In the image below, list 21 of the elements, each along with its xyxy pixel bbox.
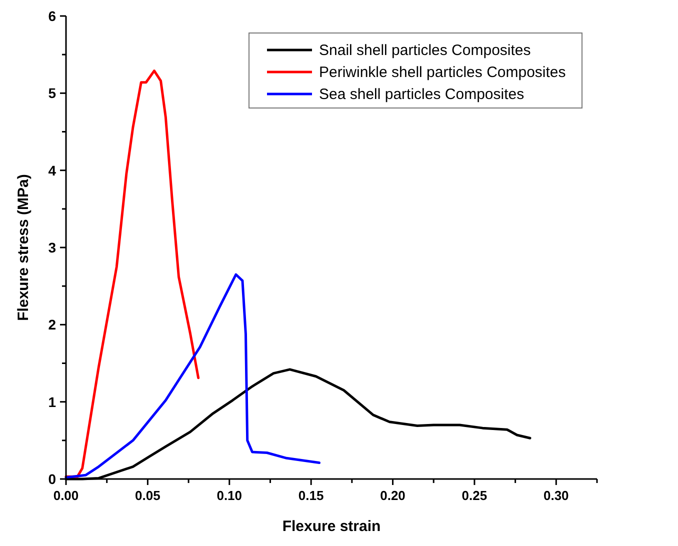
x-tick-label: 0.20 xyxy=(380,488,406,503)
line-series xyxy=(64,273,320,479)
x-tick-label: 0.05 xyxy=(135,488,160,503)
line-series xyxy=(64,70,200,478)
y-tick-label: 6 xyxy=(48,8,56,24)
x-axis-title: Flexure strain xyxy=(282,518,381,535)
x-tick-label: 0.25 xyxy=(462,488,488,503)
y-tick-label: 2 xyxy=(48,316,56,333)
x-tick-label: 0.15 xyxy=(298,488,324,503)
x-tick-label: 0.00 xyxy=(53,488,79,503)
legend-label: Snail shell particles Composites xyxy=(319,42,531,59)
legend-label: Sea shell particles Composites xyxy=(319,86,524,103)
y-tick-label: 0 xyxy=(48,471,56,487)
y-tick-label: 1 xyxy=(48,394,56,410)
y-tick-label: 4 xyxy=(48,162,56,178)
legend-label: Periwinkle shell particles Composites xyxy=(319,64,566,81)
x-tick-label: 0.10 xyxy=(216,488,242,503)
y-tick-label: 3 xyxy=(48,240,56,256)
y-axis-title: Flexure stress (MPa) xyxy=(15,174,32,321)
y-tick-label: 5 xyxy=(48,85,56,102)
x-tick-label: 0.30 xyxy=(544,488,569,503)
